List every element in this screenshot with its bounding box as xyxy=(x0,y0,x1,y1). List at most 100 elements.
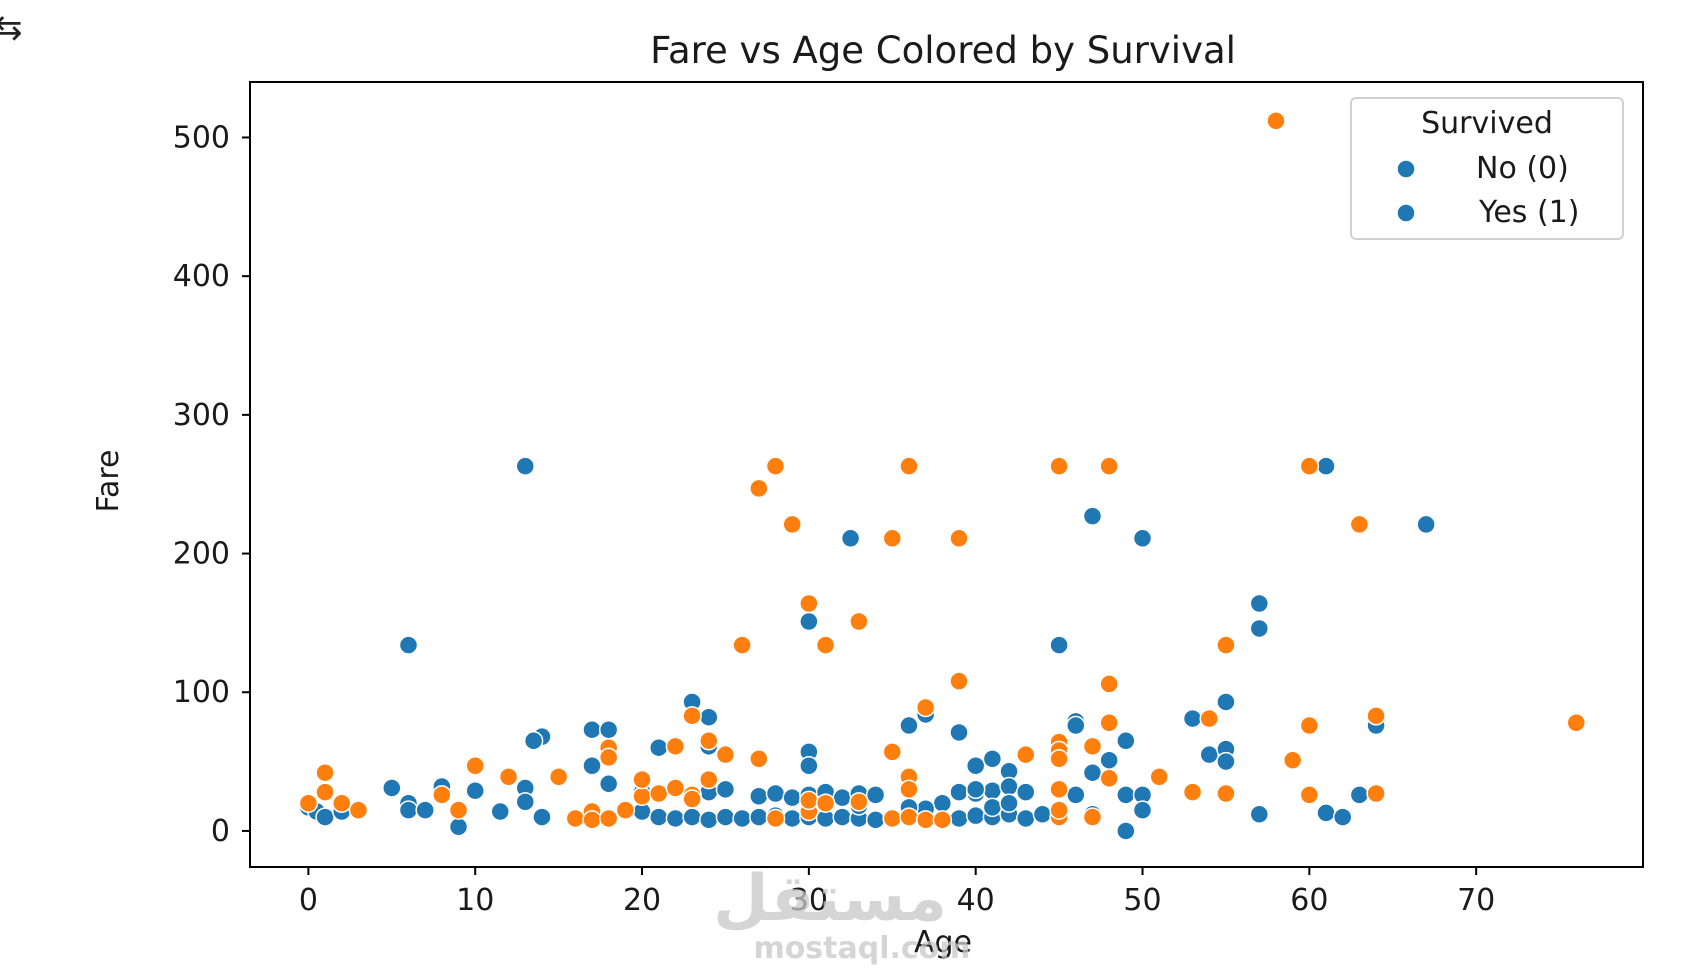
scatter-point-survived-1 xyxy=(465,756,485,776)
scatter-point-survived-1 xyxy=(315,762,335,783)
legend-title: Survived xyxy=(1421,106,1553,141)
scatter-point-survived-0 xyxy=(715,779,736,800)
legend-marker-no xyxy=(1396,159,1416,179)
scatter-point-survived-0 xyxy=(448,817,469,837)
watermark: مستقل mostaql.com xyxy=(713,862,971,966)
scatter-point-survived-1 xyxy=(899,779,919,800)
scatter-point-survived-1 xyxy=(1082,807,1103,827)
scatter-point-survived-1 xyxy=(682,706,702,726)
scatter-point-survived-0 xyxy=(949,722,969,743)
chart-title: Fare vs Age Colored by Survival xyxy=(650,29,1236,72)
y-tick-label: 300 xyxy=(173,398,230,433)
scatter-point-survived-0 xyxy=(965,779,986,800)
scatter-point-survived-0 xyxy=(582,719,602,740)
scatter-point-survived-0 xyxy=(523,731,544,751)
scatter-point-survived-0 xyxy=(799,756,819,776)
scatter-point-survived-1 xyxy=(615,800,636,820)
scatter-point-survived-0 xyxy=(1199,744,1220,765)
scatter-point-survived-0 xyxy=(398,635,419,655)
scatter-point-survived-0 xyxy=(532,807,552,827)
scatter-point-survived-1 xyxy=(1299,785,1320,805)
scatter-point-survived-1 xyxy=(1049,779,1069,800)
scatter-point-survived-1 xyxy=(315,782,335,802)
x-tick-label: 40 xyxy=(957,883,995,918)
y-tick-label: 500 xyxy=(173,120,230,155)
scatter-point-survived-0 xyxy=(315,807,335,827)
scatter-point-survived-1 xyxy=(1149,767,1169,787)
scatter-point-survived-1 xyxy=(1082,736,1103,757)
scatter-point-survived-1 xyxy=(1216,635,1236,655)
scatter-point-survived-1 xyxy=(1099,768,1119,788)
scatter-point-survived-1 xyxy=(1199,708,1220,729)
y-tick-label: 100 xyxy=(173,675,230,710)
scatter-point-survived-1 xyxy=(815,635,836,655)
scatter-point-survived-0 xyxy=(1116,731,1136,751)
scatter-point-survived-1 xyxy=(1366,783,1386,804)
scatter-point-survived-1 xyxy=(582,810,602,830)
scatter-point-survived-1 xyxy=(1049,456,1069,476)
y-tick-label: 0 xyxy=(211,814,230,849)
scatter-point-survived-1 xyxy=(915,697,936,718)
scatter-point-survived-1 xyxy=(665,736,686,757)
scatter-point-survived-0 xyxy=(715,807,736,827)
scatter-point-survived-0 xyxy=(465,780,485,801)
scatter-point-survived-0 xyxy=(832,807,852,827)
scatter-point-survived-1 xyxy=(732,635,752,655)
scatter-point-survived-1 xyxy=(598,808,619,829)
scatter-point-survived-1 xyxy=(799,593,819,614)
scatter-point-survived-1 xyxy=(648,783,669,804)
scatter-point-survived-0 xyxy=(999,776,1019,797)
scatter-point-survived-0 xyxy=(782,808,802,829)
scatter-point-survived-0 xyxy=(982,749,1003,769)
scatter-point-survived-0 xyxy=(949,782,969,802)
scatter-point-survived-0 xyxy=(1099,750,1119,770)
swap-icon[interactable]: ⇆ xyxy=(0,8,23,48)
scatter-point-survived-1 xyxy=(298,793,319,813)
points-layer xyxy=(298,111,1587,841)
watermark-arabic: مستقل xyxy=(713,862,947,936)
scatter-point-survived-1 xyxy=(765,808,786,829)
scatter-point-survived-1 xyxy=(749,478,769,499)
scatter-point-survived-0 xyxy=(782,787,802,808)
x-tick-label: 0 xyxy=(299,883,318,918)
watermark-latin: mostaql.com xyxy=(753,931,970,966)
scatter-point-survived-1 xyxy=(849,792,869,812)
scatter-point-survived-1 xyxy=(565,808,586,829)
scatter-point-survived-1 xyxy=(1049,800,1069,820)
scatter-point-survived-1 xyxy=(1282,750,1303,770)
scatter-point-survived-0 xyxy=(1216,751,1236,772)
scatter-point-survived-1 xyxy=(1099,713,1119,733)
scatter-point-survived-0 xyxy=(1249,593,1270,614)
x-tick-label: 30 xyxy=(790,883,828,918)
scatter-point-survived-0 xyxy=(899,715,919,736)
x-axis: 0 10 20 30 40 50 60 70 xyxy=(299,867,1495,918)
x-tick-label: 20 xyxy=(623,883,661,918)
scatter-point-survived-0 xyxy=(1316,803,1336,823)
scatter-point-survived-1 xyxy=(882,808,903,829)
scatter-point-survived-0 xyxy=(699,810,719,830)
scatter-point-survived-1 xyxy=(348,800,369,820)
y-tick-label: 400 xyxy=(173,259,230,294)
scatter-point-survived-0 xyxy=(965,756,986,776)
scatter-point-survived-1 xyxy=(1099,456,1119,476)
y-axis: 0 100 200 300 400 500 xyxy=(173,120,250,849)
scatter-point-survived-0 xyxy=(1332,807,1353,827)
scatter-point-survived-0 xyxy=(799,611,819,632)
scatter-point-survived-0 xyxy=(398,800,419,820)
scatter-point-survived-0 xyxy=(1182,708,1203,729)
scatter-point-survived-0 xyxy=(1249,618,1270,639)
scatter-point-survived-0 xyxy=(490,801,510,822)
scatter-point-survived-0 xyxy=(515,792,536,812)
scatter-point-survived-1 xyxy=(1349,514,1370,535)
x-tick-label: 10 xyxy=(456,883,494,918)
scatter-point-survived-1 xyxy=(1566,713,1587,733)
scatter-point-survived-0 xyxy=(1015,782,1036,802)
scatter-point-survived-1 xyxy=(682,789,702,809)
scatter-point-survived-1 xyxy=(849,611,869,632)
scatter-point-survived-1 xyxy=(715,744,736,765)
x-tick-label: 60 xyxy=(1290,883,1328,918)
legend-label-yes: Yes (1) xyxy=(1478,195,1579,230)
scatter-point-survived-1 xyxy=(1216,783,1236,804)
